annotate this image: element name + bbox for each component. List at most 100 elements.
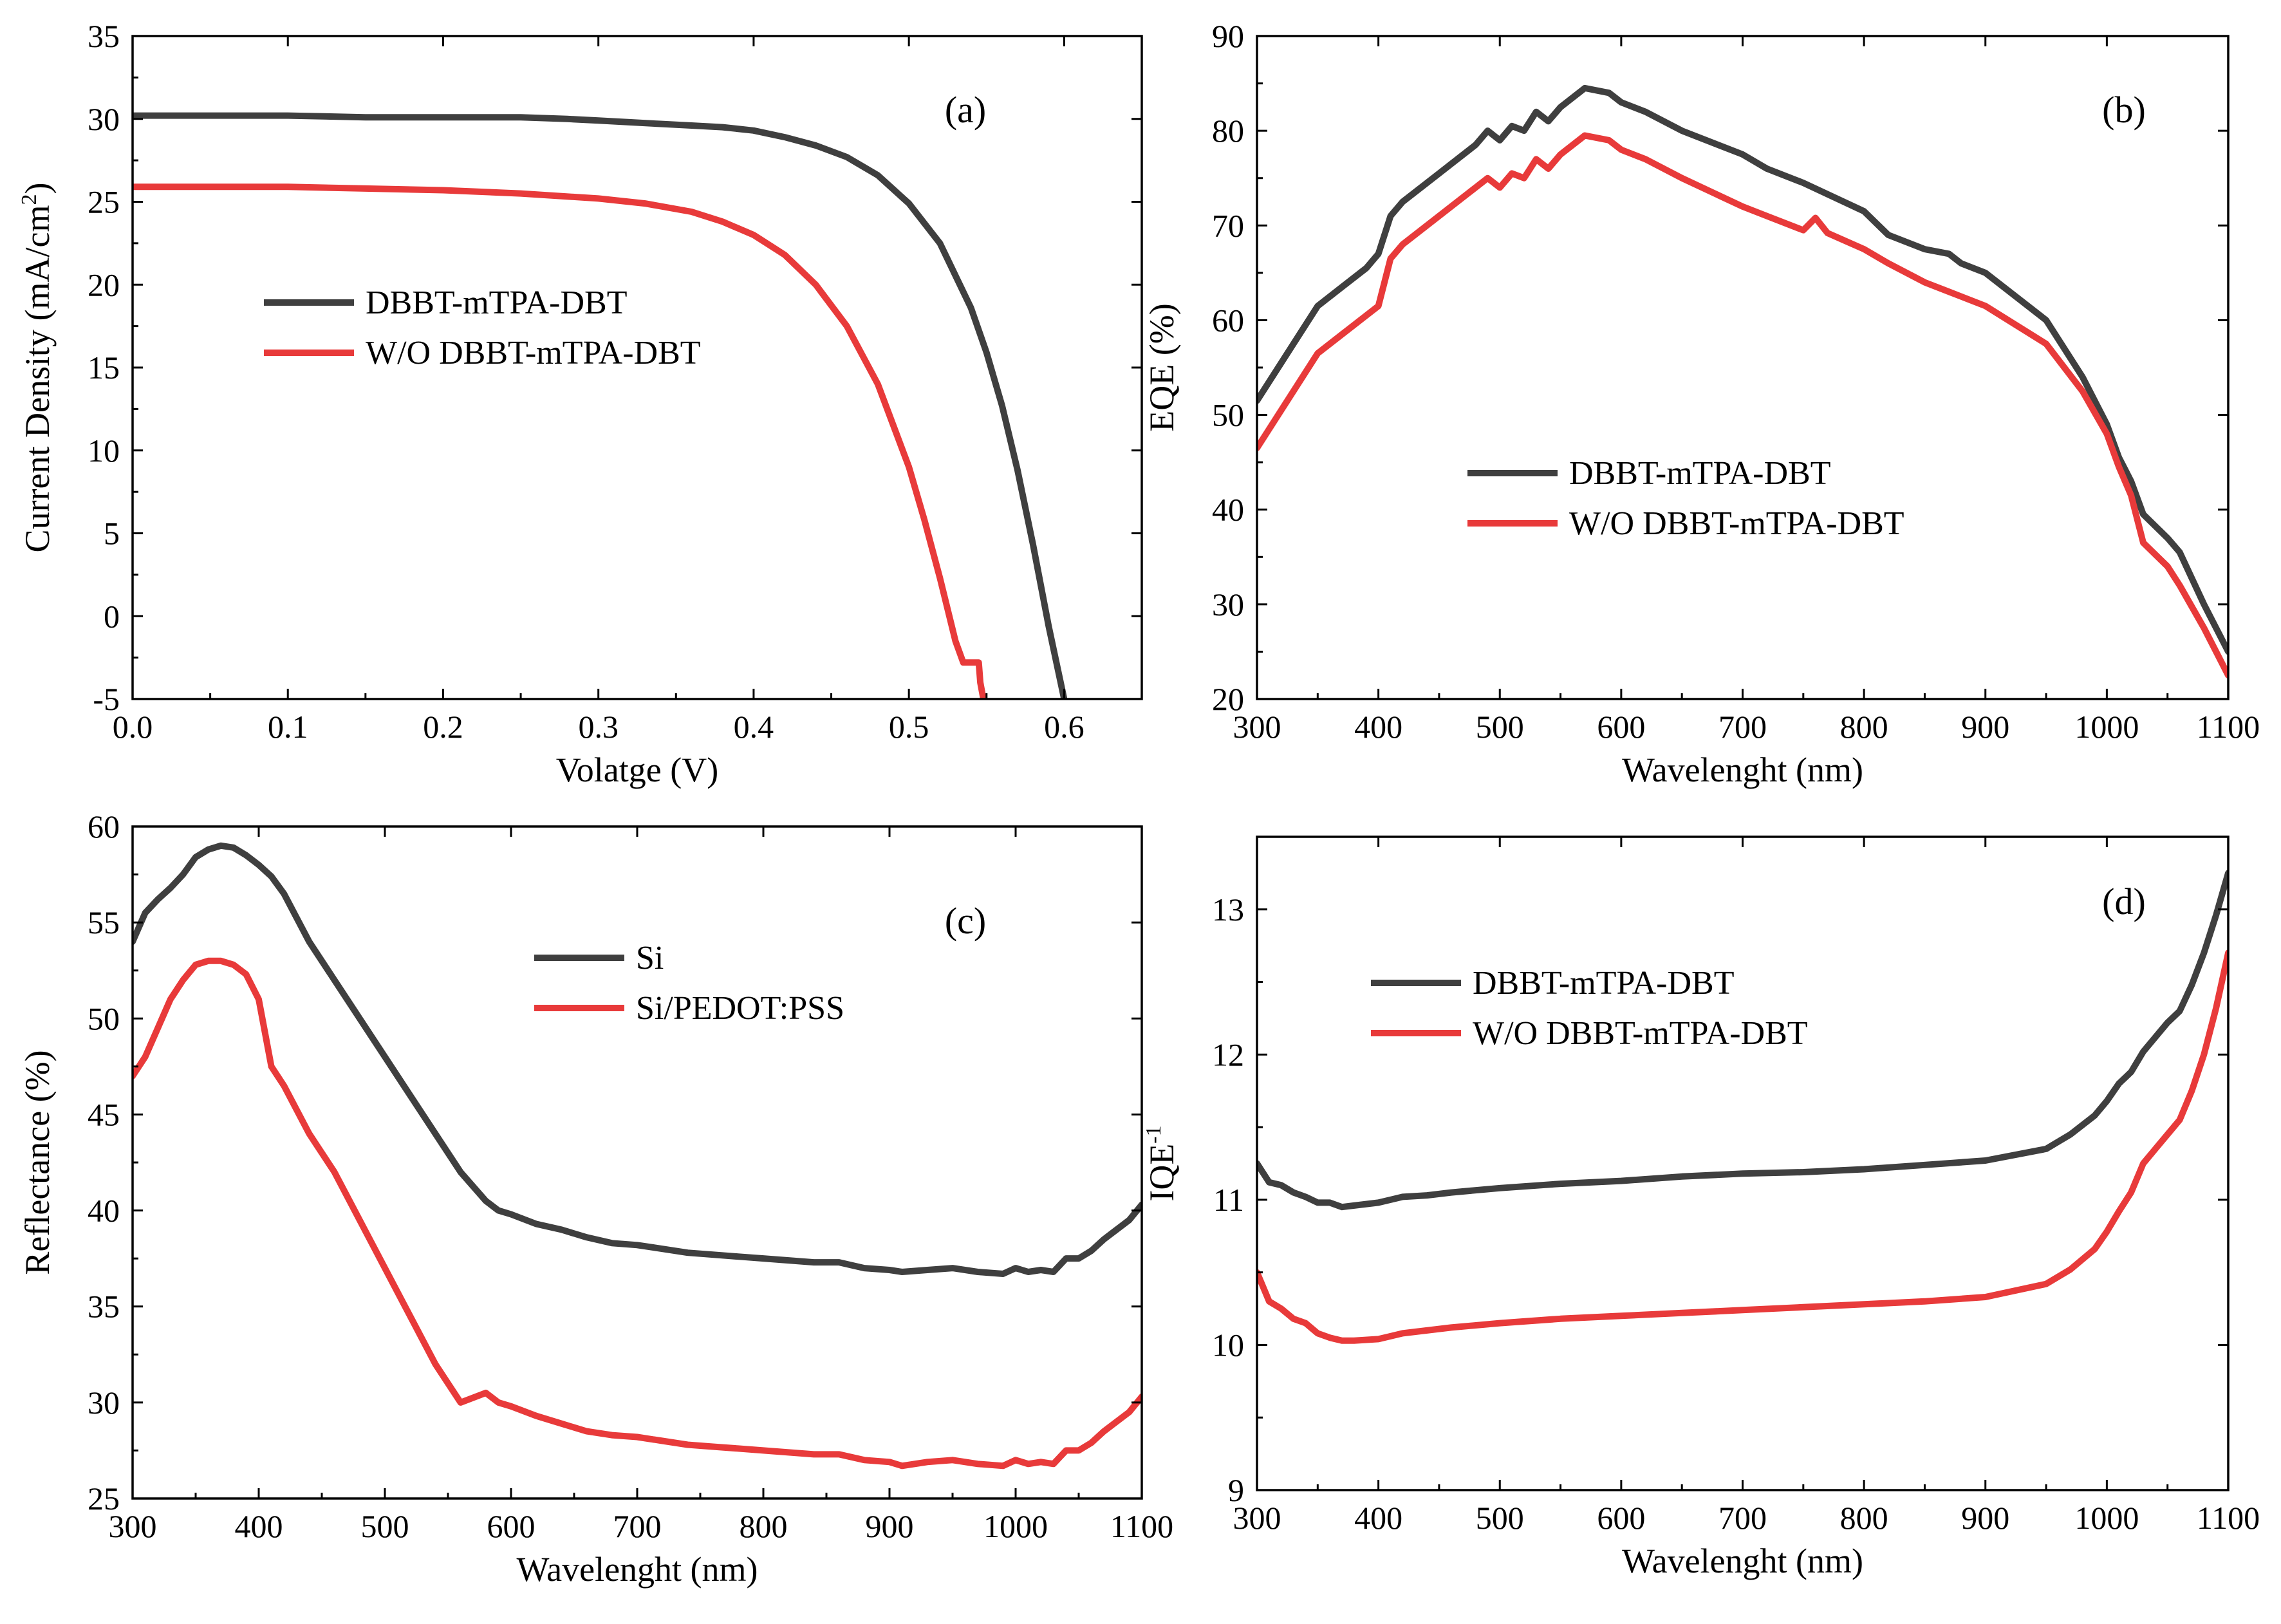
y-tick-label: 60 (88, 808, 120, 845)
y-tick-label: 13 (1212, 891, 1244, 928)
y-axis-title-superscript: 2 (17, 194, 41, 205)
x-tick-label: 500 (1476, 1500, 1524, 1536)
y-tick-label: 5 (104, 516, 120, 552)
y-tick-label: 90 (1212, 18, 1244, 54)
y-tick-label: 10 (88, 433, 120, 469)
y-axis-title-superscript: -1 (1142, 1125, 1166, 1143)
y-tick-label: 20 (1212, 681, 1244, 717)
x-tick-label: 500 (361, 1508, 409, 1544)
y-tick-label: 80 (1212, 113, 1244, 149)
chart-panel-c: 300 400 500 600 700 800 900 1000 1100 25 30 35 40 45 5… (18, 808, 1173, 1589)
x-tick-label: 500 (1476, 709, 1524, 745)
x-tick-label: 0.1 (268, 709, 308, 745)
y-tick-label: 12 (1212, 1036, 1244, 1072)
x-tick-label: 0.5 (889, 709, 929, 745)
y-tick-label: 30 (1212, 586, 1244, 622)
y-tick-label: 55 (88, 904, 120, 940)
series-line-primary (133, 112, 1068, 699)
series-line-secondary (1257, 132, 2228, 679)
series-line-primary (133, 842, 1142, 1277)
x-axis-title: Wavelenght (nm) (1622, 1542, 1863, 1580)
x-tick-label: 0.6 (1044, 709, 1085, 745)
panel-label: (a) (945, 89, 986, 131)
y-tick-label: 9 (1228, 1472, 1244, 1508)
panel-label: (c) (945, 900, 986, 942)
y-tick-label: -5 (93, 681, 120, 717)
x-tick-label: 800 (1840, 1500, 1888, 1536)
y-tick-label: 10 (1212, 1327, 1244, 1363)
chart-panel-d: 300 400 500 600 700 800 900 1000 1100 9 10 11 12 13 Wa… (1142, 835, 2260, 1580)
series-line-secondary (1257, 949, 2228, 1344)
series-group (1257, 870, 2228, 1344)
x-tick-label: 1100 (2197, 709, 2260, 745)
x-tick-label: 0.0 (113, 709, 153, 745)
y-axis-title-main: IQE (1142, 1144, 1181, 1202)
y-tick-label: 50 (1212, 397, 1244, 433)
y-tick-label: 40 (1212, 492, 1244, 528)
series-group (1257, 84, 2228, 679)
y-tick-label: 35 (88, 1289, 120, 1325)
legend-label: Si (636, 940, 664, 976)
x-tick-label: 1000 (2074, 709, 2139, 745)
x-tick-label: 400 (1354, 1500, 1402, 1536)
x-tick-label: 900 (1961, 709, 2009, 745)
x-axis-title: Wavelenght (nm) (516, 1550, 758, 1589)
y-tick-label: 35 (88, 18, 120, 54)
x-tick-label: 800 (1840, 709, 1888, 745)
y-tick-label: 60 (1212, 302, 1244, 338)
x-tick-label: 600 (1597, 1500, 1645, 1536)
legend-label: W/O DBBT-mTPA-DBT (366, 335, 701, 371)
y-tick-label: 50 (88, 1000, 120, 1036)
y-axis-title-close: ) (18, 183, 57, 194)
x-tick-label: 300 (1233, 709, 1281, 745)
y-tick-label: 20 (88, 266, 120, 303)
series-line-primary (1257, 870, 2228, 1211)
y-tick-label: 11 (1213, 1182, 1244, 1218)
x-axis-title: Wavelenght (nm) (1622, 751, 1863, 789)
panel-label: (d) (2102, 881, 2146, 922)
legend-label: DBBT-mTPA-DBT (366, 285, 627, 321)
x-axis-title: Volatge (V) (556, 751, 718, 789)
x-tick-label: 700 (1718, 709, 1767, 745)
y-axis-title-main: EQE (%) (1142, 303, 1181, 431)
x-tick-label: 1100 (2197, 1500, 2260, 1536)
y-axis-title-main: Reflectance (%) (18, 1050, 57, 1274)
series-line-secondary (133, 957, 1142, 1470)
x-tick-label: 600 (1597, 709, 1645, 745)
y-axis-title: IQE-1 (1142, 1125, 1181, 1201)
x-tick-label: 0.4 (734, 709, 774, 745)
x-tick-label: 900 (866, 1508, 914, 1544)
y-axis-title: EQE (%) (1142, 303, 1181, 431)
y-tick-label: 25 (88, 184, 120, 220)
x-tick-label: 0.2 (423, 709, 463, 745)
legend-label: W/O DBBT-mTPA-DBT (1569, 505, 1904, 542)
x-tick-label: 0.3 (578, 709, 619, 745)
x-tick-label: 800 (740, 1508, 788, 1544)
chart-panel-b: 300 400 500 600 700 800 900 1000 1100 20 30 40 50 60 7… (1142, 18, 2260, 789)
x-tick-label: 300 (1233, 1500, 1281, 1536)
x-tick-label: 900 (1961, 1500, 2009, 1536)
y-axis-title-main: Current Density (mA/cm (18, 205, 57, 553)
x-tick-label: 1000 (2074, 1500, 2139, 1536)
panel-label: (b) (2102, 89, 2146, 131)
y-axis-title: Current Density (mA/cm2) (17, 183, 57, 553)
y-axis-title: Reflectance (%) (18, 1050, 57, 1274)
chart-panel-a: 0.0 0.1 0.2 0.3 0.4 0.5 0.6 -5 0 5 10 15 20 25 30 35 Vol… (17, 18, 1143, 789)
x-tick-label: 400 (1354, 709, 1402, 745)
y-tick-label: 15 (88, 350, 120, 386)
x-tick-label: 700 (1718, 1500, 1767, 1536)
plot-frame (131, 825, 1143, 1500)
x-tick-label: 300 (109, 1508, 157, 1544)
y-tick-label: 40 (88, 1193, 120, 1229)
y-tick-label: 70 (1212, 207, 1244, 243)
y-tick-label: 30 (88, 1385, 120, 1421)
x-tick-label: 600 (487, 1508, 535, 1544)
series-group (133, 842, 1142, 1470)
plot-frame (1256, 35, 2230, 700)
x-tick-label: 1100 (1110, 1508, 1173, 1544)
y-tick-label: 45 (88, 1096, 120, 1132)
series-line-primary (1257, 84, 2228, 655)
y-tick-label: 25 (88, 1480, 120, 1517)
y-tick-label: 0 (104, 598, 120, 634)
x-tick-label: 1000 (983, 1508, 1048, 1544)
